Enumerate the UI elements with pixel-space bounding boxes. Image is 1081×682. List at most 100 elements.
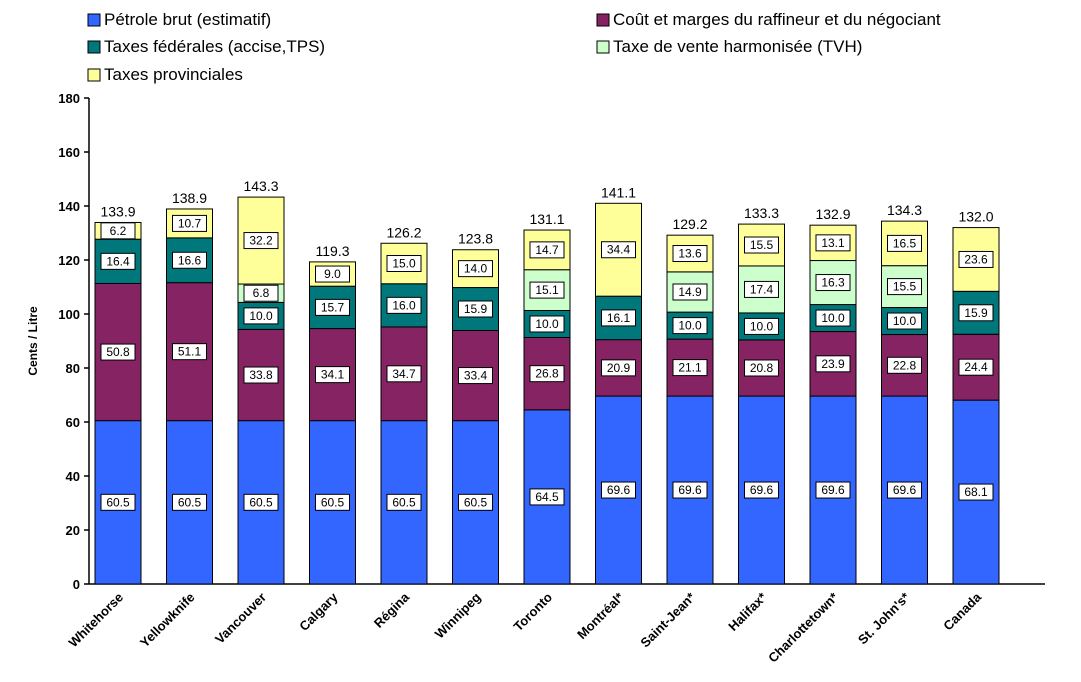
data-label: 10.7 [172,214,207,232]
data-label-text: 60.5 [178,495,202,509]
x-tick-label: Calgary [296,589,341,634]
data-label-box [958,304,994,322]
data-label-text: 13.6 [678,247,702,261]
data-label-box [386,255,422,273]
data-label-text: 15.1 [535,283,559,297]
data-label-text: 10.0 [821,311,845,325]
data-label: 16.5 [887,234,922,252]
data-label-text: 16.4 [106,254,130,268]
data-label-text: 16.5 [893,236,917,250]
x-tick-label: Yellowknife [137,590,198,651]
data-label: 10.0 [887,312,922,330]
data-label-box [744,481,779,499]
data-label-box [243,232,279,250]
data-label: 16.1 [601,309,636,327]
data-label-text: 23.9 [821,357,845,371]
data-label: 14.9 [672,283,708,301]
data-label-text: 10.0 [249,309,273,323]
legend-label: Taxe de vente harmonisée (TVH) [613,37,862,56]
data-label-box [100,222,136,240]
data-label-box [458,260,493,278]
data-label: 15.9 [458,300,493,318]
data-label: 15.5 [887,278,922,296]
data-label-text: 6.2 [110,224,127,238]
data-label-box [386,365,422,383]
data-label: 10.0 [815,309,851,327]
data-label-box [958,358,994,376]
legend-label: Taxes provinciales [104,65,243,84]
data-label: 15.5 [744,236,779,254]
data-label: 10.0 [243,307,279,325]
legend: Pétrole brut (estimatif) Coût et marges d… [87,10,941,84]
data-label: 51.1 [172,343,207,361]
data-label: 68.1 [958,483,994,501]
data-label: 6.8 [243,284,279,302]
data-label-text: 9.0 [324,267,341,281]
legend-swatch [87,13,101,27]
data-label: 13.1 [815,234,851,252]
data-label-box [815,481,851,499]
data-label-text: 22.8 [893,358,917,372]
data-label-text: 14.9 [678,285,702,299]
data-label: 50.8 [100,343,136,361]
data-label-text: 14.0 [464,262,488,276]
data-label-text: 16.0 [392,298,416,312]
legend-label: Pétrole brut (estimatif) [104,10,271,29]
data-label-text: 6.8 [253,286,270,300]
data-label: 16.3 [815,274,851,292]
data-label-text: 60.5 [464,495,488,509]
x-tick-label: St. John's* [855,589,913,647]
data-label-box [601,241,636,259]
data-label-text: 60.5 [321,495,345,509]
data-label-text: 33.8 [249,368,273,382]
y-tick-label: 100 [58,307,80,322]
legend-swatch [596,40,610,54]
data-label: 69.6 [672,481,708,499]
data-label-text: 17.4 [750,282,774,296]
data-label-text: 60.5 [249,495,273,509]
data-label-box [529,281,565,299]
data-label-box [815,309,851,327]
data-label-text: 10.7 [178,216,202,230]
data-label-text: 69.6 [821,483,845,497]
y-tick-label: 40 [66,469,80,484]
data-label-text: 33.4 [464,369,488,383]
data-label: 34.7 [386,365,422,383]
data-label: 15.1 [529,281,565,299]
data-label-text: 69.6 [607,483,631,497]
data-label-text: 15.0 [392,257,416,271]
data-label-text: 69.6 [893,483,917,497]
data-label-box [958,483,994,501]
data-label-box [887,234,922,252]
data-label-text: 23.6 [964,252,988,266]
legend-swatch [87,40,101,54]
data-label-box [243,493,279,511]
data-label-text: 10.0 [893,314,917,328]
data-label-box [672,283,708,301]
data-label-box [601,359,636,377]
y-tick-label: 120 [58,253,80,268]
data-label-box [386,493,422,511]
legend-item: Taxes fédérales (accise,TPS) [87,37,325,56]
data-label: 16.0 [386,296,422,314]
data-label: 10.0 [744,317,779,335]
data-label-box [601,481,636,499]
y-tick-label: 20 [66,523,80,538]
bar-total-label: 134.3 [887,202,922,218]
data-label-text: 16.3 [821,276,845,290]
x-tick-label: Canada [940,589,984,633]
data-label-box [386,296,422,314]
bar-total-label: 126.2 [386,224,421,240]
data-label-text: 10.0 [535,317,559,331]
data-label-text: 20.9 [607,361,631,375]
data-label-text: 15.7 [321,300,345,314]
data-label-box [529,241,565,259]
data-label: 9.0 [315,265,350,283]
data-label-box [172,343,207,361]
bar-total-label: 132.0 [958,209,993,225]
data-label: 69.6 [887,481,922,499]
data-label: 23.6 [958,250,994,268]
data-label-box [172,493,207,511]
legend-item: Taxes provinciales [87,65,243,84]
